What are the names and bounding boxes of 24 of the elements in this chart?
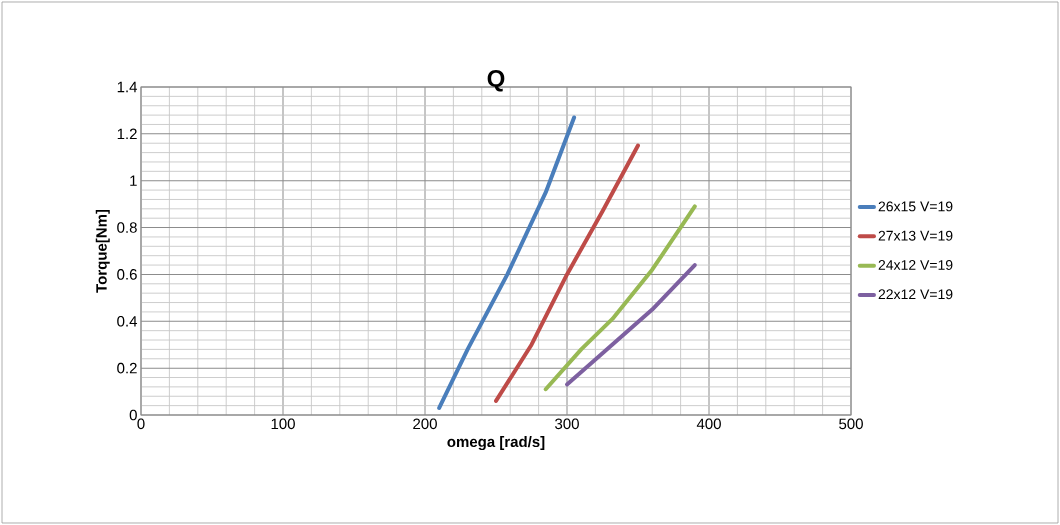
y-tick-label: 0.4 (117, 315, 138, 327)
y-tick-label: 1.4 (117, 81, 138, 93)
legend-label: 22x12 V=19 (878, 289, 953, 300)
y-axis-title: Torque[Nm] (95, 209, 110, 293)
y-tick-label: 0 (129, 409, 137, 421)
y-tick-label: 0.6 (117, 269, 137, 280)
x-axis-title: omega [rad/s] (447, 436, 545, 451)
line-series (543, 204, 697, 392)
line-series (494, 143, 640, 403)
y-tick-label: 1.2 (117, 128, 137, 140)
legend-label: 24x12 V=19 (878, 259, 953, 270)
x-tick-label: 400 (696, 418, 721, 430)
x-tick-label: 500 (839, 418, 863, 430)
x-tick-label: 100 (271, 418, 295, 430)
x-tick-label: 200 (413, 418, 437, 430)
x-tick-label: 300 (555, 418, 579, 430)
line-series (565, 263, 697, 387)
y-tick-label: 1 (130, 175, 137, 186)
legend-label: 27x13 V=19 (878, 230, 953, 241)
chart-title: Q (487, 69, 505, 92)
y-tick-label: 0.2 (117, 362, 137, 374)
legend-label: 26x15 V=19 (878, 201, 953, 212)
line-series (437, 115, 577, 410)
y-tick-label: 0.8 (117, 222, 137, 233)
